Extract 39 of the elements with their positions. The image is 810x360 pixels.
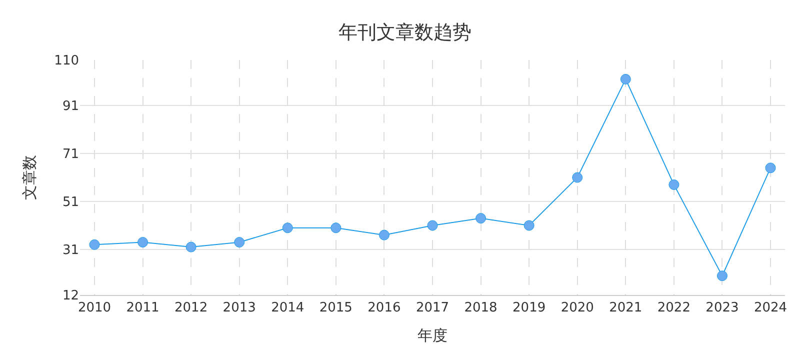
y-tick-label: 110 bbox=[54, 54, 79, 69]
point bbox=[668, 179, 680, 190]
point bbox=[765, 162, 776, 174]
point bbox=[138, 236, 148, 248]
y-tick-label: 12 bbox=[62, 288, 79, 304]
x-tick-label: 2023 bbox=[706, 300, 739, 316]
x-axis-title: 年度 bbox=[418, 326, 448, 345]
x-tick-label: 2012 bbox=[174, 300, 208, 316]
point bbox=[378, 230, 390, 240]
x-tick-label: 2019 bbox=[512, 300, 546, 316]
y-tick-label: 51 bbox=[62, 195, 79, 210]
y-tick-label: 91 bbox=[62, 99, 79, 114]
point bbox=[620, 74, 631, 84]
x-tick-label: 2016 bbox=[368, 300, 401, 316]
y-tick-label: 71 bbox=[62, 147, 79, 162]
y-tick-label: 31 bbox=[62, 242, 79, 258]
point bbox=[476, 213, 486, 224]
x-tick-label: 2011 bbox=[126, 300, 160, 316]
y-axis-title: 文章数 bbox=[20, 155, 38, 200]
x-tick-label: 2022 bbox=[657, 300, 690, 316]
point bbox=[330, 222, 342, 234]
point bbox=[572, 172, 583, 183]
x-tick-label: 2013 bbox=[222, 300, 256, 316]
x-tick-label: 2017 bbox=[416, 300, 450, 316]
point bbox=[427, 220, 438, 231]
x-tick-label: 2020 bbox=[560, 300, 594, 316]
x-tick-label: 2014 bbox=[271, 300, 304, 316]
point bbox=[186, 242, 196, 252]
x-tick-label: 2024 bbox=[754, 300, 788, 316]
point bbox=[716, 270, 728, 282]
point bbox=[234, 236, 245, 248]
x-tick-label: 2015 bbox=[319, 300, 352, 316]
chart-title: 年刊文章数趋势 bbox=[338, 22, 472, 44]
x-tick-label: 2018 bbox=[464, 300, 498, 316]
point bbox=[524, 220, 534, 231]
x-tick-label: 2010 bbox=[78, 300, 112, 316]
x-tick-label: 2021 bbox=[609, 300, 642, 316]
point bbox=[89, 239, 100, 250]
point bbox=[282, 222, 293, 234]
